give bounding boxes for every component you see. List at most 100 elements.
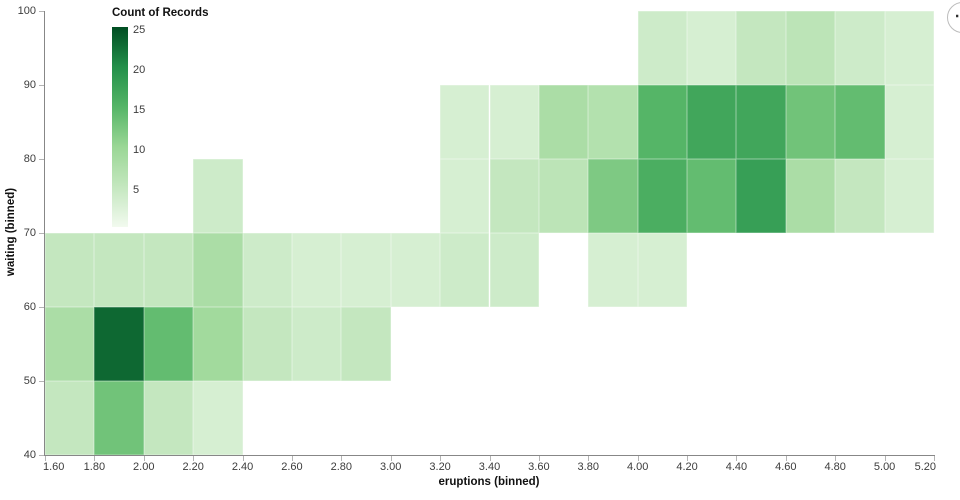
- heatmap-cell: [637, 11, 688, 85]
- y-axis-line: [44, 11, 45, 456]
- heatmap-cell: [637, 159, 688, 233]
- heatmap-cell: [291, 233, 342, 307]
- x-tick-label: 4.40: [725, 461, 748, 473]
- legend-title: Count of Records: [112, 7, 209, 19]
- heatmap-cell: [390, 233, 441, 307]
- heatmap-cell: [489, 85, 539, 159]
- x-tick: [835, 456, 837, 461]
- heatmap-cell: [687, 11, 737, 85]
- heatmap-cell: [785, 159, 836, 233]
- heatmap-cell: [884, 159, 934, 233]
- y-tick: [39, 455, 44, 456]
- heatmap-cell: [440, 233, 490, 307]
- y-tick-label: 60: [23, 301, 36, 313]
- heatmap-cell: [538, 85, 589, 159]
- heatmap-cell: [193, 159, 243, 233]
- heatmap-cell: [736, 85, 786, 159]
- x-tick-label: 2.60: [281, 461, 303, 473]
- x-tick: [143, 456, 145, 461]
- y-tick: [39, 85, 44, 86]
- x-tick-label: 1.80: [83, 461, 106, 473]
- y-tick-label: 80: [23, 153, 36, 165]
- heatmap-cell: [341, 307, 391, 381]
- y-tick-label: 90: [23, 79, 36, 91]
- heatmap-cell: [538, 159, 589, 233]
- x-axis-title: eruptions (binned): [438, 476, 540, 488]
- heatmap-cell: [687, 85, 737, 159]
- x-tick-label: 5.20: [914, 461, 936, 473]
- x-tick-label: 3.60: [528, 461, 550, 473]
- heatmap-cell: [835, 85, 885, 159]
- x-tick-label: 4.80: [824, 461, 846, 473]
- heatmap-cell: [588, 85, 638, 159]
- heatmap-cell: [440, 159, 490, 233]
- heatmap-cell: [835, 159, 885, 233]
- x-tick-label: 1.60: [43, 461, 65, 473]
- chart-actions-button[interactable]: ⋯: [947, 2, 960, 33]
- x-tick: [341, 456, 343, 461]
- heatmap-cell: [440, 85, 490, 159]
- y-tick-label: 50: [23, 375, 36, 387]
- x-tick: [637, 456, 639, 461]
- y-tick-label: 70: [23, 227, 36, 239]
- x-tick: [934, 456, 935, 461]
- heatmap-cell: [884, 85, 934, 159]
- heatmap-cell: [785, 11, 836, 85]
- x-tick-label: 4.00: [626, 461, 649, 473]
- legend-tick-label: 20: [133, 64, 146, 76]
- heatmap-cell: [341, 233, 391, 307]
- x-tick: [588, 456, 590, 461]
- x-tick-label: 3.00: [380, 461, 402, 473]
- legend-tick-label: 15: [133, 104, 146, 116]
- x-tick: [538, 456, 540, 461]
- heatmap-cell: [94, 307, 144, 381]
- y-tick: [39, 307, 44, 308]
- heatmap-cell: [637, 233, 688, 307]
- x-tick-label: 3.40: [478, 461, 501, 473]
- heatmap-cell: [489, 159, 539, 233]
- heatmap-cell: [736, 11, 786, 85]
- x-tick: [687, 456, 689, 461]
- heatmap-cell: [143, 233, 194, 307]
- y-tick: [39, 159, 44, 160]
- heatmap-cell: [143, 307, 194, 381]
- legend-tick-label: 10: [133, 144, 146, 156]
- x-tick-label: 3.80: [577, 461, 599, 473]
- x-axis-line: [44, 455, 935, 456]
- x-tick: [785, 456, 787, 461]
- legend-gradient-bar: [112, 27, 128, 227]
- x-tick-label: 4.60: [775, 461, 797, 473]
- y-tick: [39, 381, 44, 382]
- x-tick: [884, 456, 886, 461]
- x-tick: [45, 456, 46, 461]
- x-tick-label: 4.20: [676, 461, 698, 473]
- y-tick-label: 100: [17, 5, 36, 17]
- heatmap-cell: [588, 233, 638, 307]
- heatmap-cell: [45, 307, 95, 381]
- y-tick: [39, 11, 44, 12]
- heatmap-cell: [45, 233, 95, 307]
- heatmap-cell: [588, 159, 638, 233]
- heatmap-cell: [94, 233, 144, 307]
- heatmap-cell: [835, 11, 885, 85]
- heatmap-cell: [637, 85, 688, 159]
- heatmap-cell: [785, 85, 836, 159]
- heatmap-cell: [884, 11, 934, 85]
- heatmap-cell: [193, 381, 243, 455]
- y-tick: [39, 233, 44, 234]
- heatmap-cell: [489, 233, 539, 307]
- heatmap-cell: [45, 381, 95, 455]
- ellipsis-icon: ⋯: [955, 8, 960, 25]
- heatmap-cell: [94, 381, 144, 455]
- x-tick-label: 2.40: [231, 461, 254, 473]
- x-tick: [94, 456, 96, 461]
- x-tick-label: 2.00: [133, 461, 155, 473]
- heatmap-cell: [736, 159, 786, 233]
- heatmap-cell: [193, 233, 243, 307]
- heatmap-cell: [193, 307, 243, 381]
- legend-tick-label: 5: [133, 184, 140, 196]
- x-tick: [440, 456, 442, 461]
- x-tick: [390, 456, 392, 461]
- x-tick: [242, 456, 244, 461]
